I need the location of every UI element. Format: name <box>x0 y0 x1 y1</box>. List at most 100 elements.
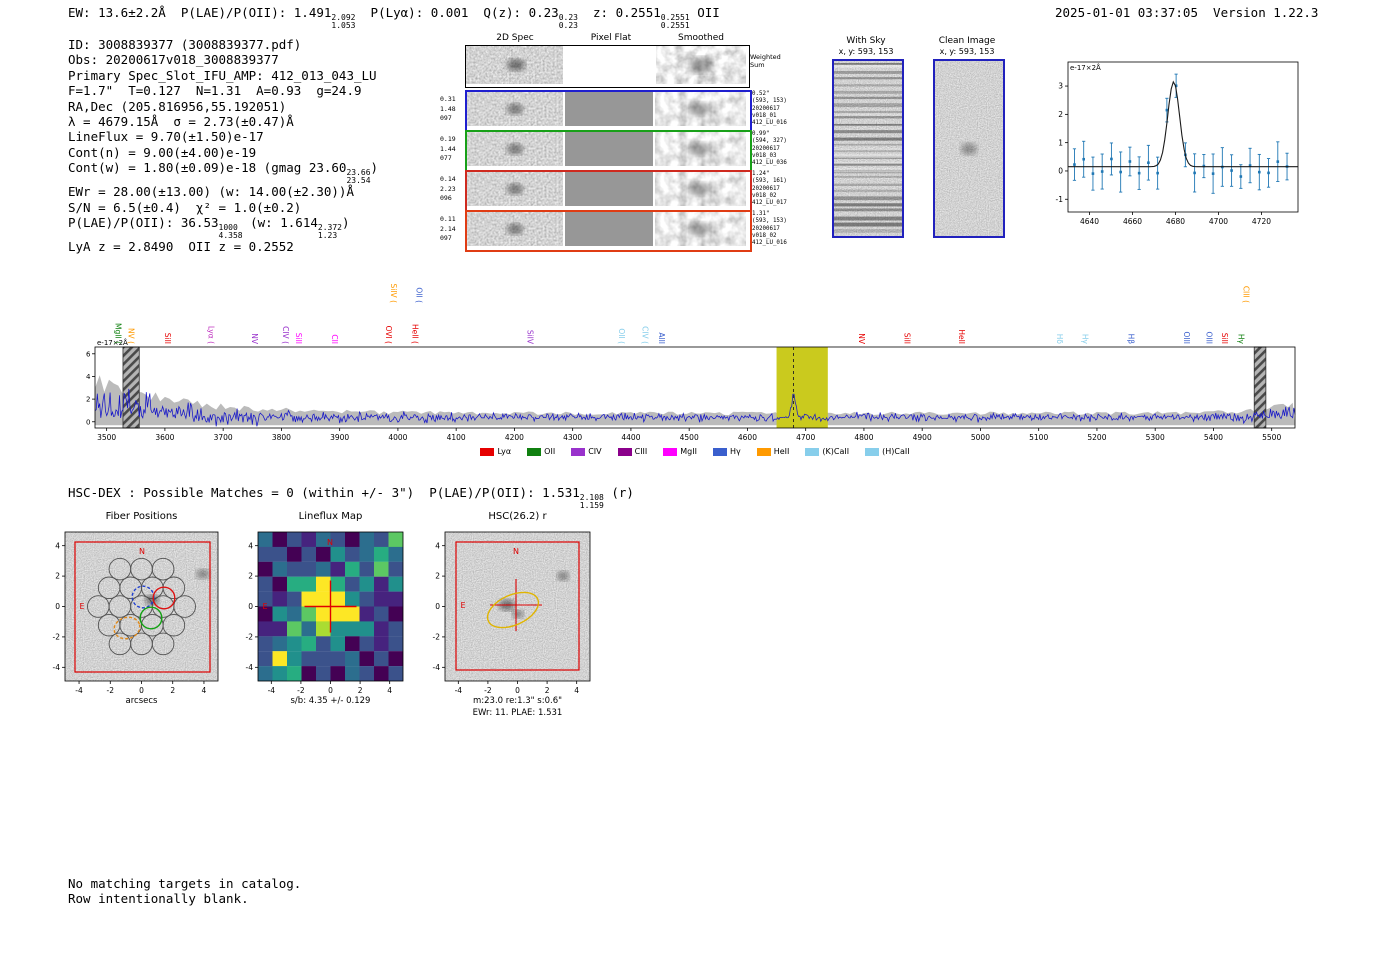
text-segment: (r) <box>603 485 634 500</box>
legend-swatch <box>617 447 632 456</box>
text-segment: RA,Dec (205.816956,55.192051) <box>68 98 287 114</box>
twod-col-header-pixelflat: Pixel Flat <box>590 33 632 43</box>
fiber-positions-plot: N E -4 -4 -2 -2 0 0 2 2 4 4 <box>53 531 219 695</box>
footer-line-1: No matching targets in catalog. <box>68 876 302 891</box>
svg-text:4660: 4660 <box>1123 217 1142 226</box>
legend-swatch <box>805 447 820 456</box>
svg-text:-2: -2 <box>433 633 441 642</box>
emission-line-label: SiII <box>1220 333 1229 344</box>
legend-label: (H)CaII <box>882 447 910 456</box>
north-label: N <box>139 547 145 556</box>
zoom-axes: -1 0 1 2 3 4640 4660 4680 4700 4720 e-17×2Å <box>1056 61 1299 226</box>
weighted-sum-line-2: Sum <box>750 61 765 69</box>
spectrum-line <box>94 388 1296 427</box>
legend-label: HeII <box>773 447 790 456</box>
svg-text:4720: 4720 <box>1252 217 1271 226</box>
text-segment: ID: 3008839377 (3008839377.pdf) <box>68 37 302 52</box>
header-datetime: 2025-01-01 03:37:05 Version 1.22.3 <box>1055 5 1319 20</box>
emission-line-label: OII ( <box>415 287 424 303</box>
legend-label: Lyα <box>497 447 512 456</box>
legend-label: MgII <box>680 447 697 456</box>
emission-line-label: Hβ <box>1126 334 1135 345</box>
text-segment: EW: 13.6±2.2Å P(LAE)/P(OII): 1.491 <box>68 5 332 20</box>
svg-text:2: 2 <box>86 396 90 404</box>
twod-row <box>465 130 752 172</box>
info-line: λ = 4679.15Å σ = 2.73(±0.47)Å <box>68 114 378 129</box>
svg-text:2: 2 <box>170 686 175 695</box>
spectrum-unit-label: e-17×2Å <box>97 338 128 347</box>
stacked-uncertainty: 2.372 1.23 <box>317 223 342 240</box>
svg-text:-2: -2 <box>484 686 492 695</box>
emission-line-label: SiIV ( <box>389 284 398 304</box>
info-line: S/N = 6.5(±0.4) χ² = 1.0(±0.2) <box>68 200 378 215</box>
legend-item: OII <box>527 447 555 456</box>
full-spectrum-plot: 0 2 4 6 3500 3600 3700 3800 3900 4000 4100 4200 4300… <box>86 284 1296 442</box>
svg-text:-2: -2 <box>297 686 305 695</box>
svg-text:3500: 3500 <box>97 433 116 442</box>
svg-text:-4: -4 <box>433 663 441 672</box>
svg-text:3: 3 <box>1058 82 1063 91</box>
emission-line-label: Hγ <box>1080 334 1089 345</box>
svg-text:5300: 5300 <box>1146 433 1165 442</box>
lineflux-title: Lineflux Map <box>298 511 363 522</box>
svg-text:-4: -4 <box>268 686 276 695</box>
svg-text:4: 4 <box>248 541 253 550</box>
emission-line-label: CIV ( <box>281 326 290 344</box>
text-segment: ) <box>341 215 350 231</box>
fiber-ellipse-orange <box>113 616 141 640</box>
svg-text:-4: -4 <box>53 663 61 672</box>
emission-line-label: Hδ <box>1055 334 1064 345</box>
svg-text:4500: 4500 <box>680 433 699 442</box>
legend-label: OII <box>544 447 556 456</box>
text-segment: LyA z = 2.8490 OII z = 0.2552 <box>68 239 294 255</box>
svg-text:4: 4 <box>202 686 207 695</box>
stacked-uncertainty: 1000 4.358 <box>218 223 243 240</box>
info-line: LyA z = 2.8490 OII z = 0.2552 <box>68 239 378 254</box>
text-segment: HSC-DEX : Possible Matches = 0 (within +… <box>68 485 580 500</box>
svg-text:1: 1 <box>1058 138 1063 147</box>
emission-line-label: AlII <box>657 332 666 344</box>
svg-text:5200: 5200 <box>1087 433 1106 442</box>
header-summary: EW: 13.6±2.2Å P(LAE)/P(OII): 1.491 2.092 1… <box>68 5 720 29</box>
footer-line-2: Row intentionally blank. <box>68 891 249 907</box>
info-line: Cont(n) = 9.00(±4.00)e-19 <box>68 145 378 160</box>
target-box <box>455 541 580 671</box>
lineflux-map-plot: N E -4 -4 -2 -2 0 0 2 2 4 4 <box>246 531 404 695</box>
crosshair <box>304 580 357 633</box>
twod-row <box>465 90 752 132</box>
twod-row-left-labels: 0.11 2.14 097 <box>440 215 456 242</box>
text-segment: P(LAE)/P(OII): 36.53 <box>68 215 219 231</box>
svg-text:2: 2 <box>55 572 60 581</box>
twod-col-header-smoothed: Smoothed <box>678 33 724 43</box>
svg-text:5100: 5100 <box>1029 433 1048 442</box>
zoom-spectrum-plot: -1 0 1 2 3 4640 4660 4680 4700 4720 e-17×2Å <box>1056 61 1299 226</box>
info-block: ID: 3008839377 (3008839377.pdf) Obs: 2020… <box>68 37 378 255</box>
twod-row-right-labels: 0.52" (593, 153) 20200617 v018_01 412_LU_016 <box>752 91 787 127</box>
svg-text:-4: -4 <box>246 663 254 672</box>
info-line: EWr = 28.00(±13.00) (w: 14.00(±2.30))Å <box>68 184 378 199</box>
legend-item: Lyα <box>480 447 511 456</box>
text-segment: LineFlux = 9.70(±1.50)e-17 <box>68 129 264 145</box>
text-segment: λ = 4679.15Å σ = 2.73(±0.47)Å <box>68 114 294 130</box>
emission-line-label: SiIV <box>526 330 535 345</box>
svg-text:0: 0 <box>435 602 440 611</box>
twod-weighted-row <box>465 45 750 88</box>
fiber-circle-red <box>152 586 176 610</box>
legend-label: CIII <box>634 447 648 456</box>
emission-line-label: SiII <box>163 333 172 344</box>
legend-swatch <box>756 447 771 456</box>
hsc-match-line: HSC-DEX : Possible Matches = 0 (within +… <box>68 485 634 509</box>
target-box <box>74 541 211 673</box>
emission-line-label: MgII ( <box>113 323 122 344</box>
legend-swatch <box>480 447 495 456</box>
svg-text:0: 0 <box>1058 167 1063 176</box>
lineflux-cells <box>258 532 404 682</box>
svg-text:4300: 4300 <box>563 433 582 442</box>
svg-text:0: 0 <box>55 602 60 611</box>
east-label: E <box>262 602 267 611</box>
cutout-axes: -4 -4 -2 -2 0 0 2 2 4 4 <box>53 531 219 695</box>
fiber-circle-green <box>139 606 163 630</box>
text-segment: F=1.7" T=0.127 N=1.31 A=0.93 g=24.9 <box>68 83 362 99</box>
twod-row-left-labels: 0.14 2.23 096 <box>440 175 456 202</box>
emission-line-label: OVI ( <box>384 326 393 344</box>
